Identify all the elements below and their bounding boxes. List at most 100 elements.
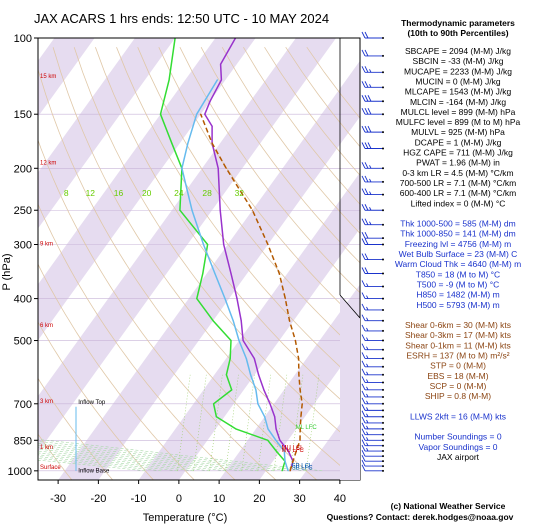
barb-station-dot	[382, 450, 384, 453]
series-point-4	[283, 450, 285, 452]
wind-barb	[361, 125, 384, 134]
wind-barb	[361, 324, 384, 332]
barb-station-dot	[382, 308, 384, 311]
param-line: MULVL = 925 (M-M) hPa	[411, 127, 505, 137]
barb-flag-half	[366, 437, 369, 441]
series-line-1	[204, 38, 294, 472]
param-line: Thk 1000-500 = 585 (M-M) dm	[400, 219, 516, 229]
wind-barb	[361, 428, 384, 436]
barb-flag-half	[366, 400, 369, 404]
barb-station-dot	[382, 373, 384, 376]
barb-flag	[364, 253, 369, 260]
param-line: JAX airport	[437, 452, 480, 462]
annotation-label: Inflow Base	[78, 469, 110, 475]
moist-adiabat	[38, 452, 210, 472]
mixing-ratio-label: 28	[202, 188, 212, 198]
wind-barb	[361, 360, 384, 368]
wind-barb	[361, 343, 384, 351]
wind-barb	[361, 376, 384, 384]
series-point-1	[211, 125, 213, 127]
x-tick-label: 0	[176, 493, 182, 505]
series-point-3	[267, 243, 269, 246]
barb-flag	[361, 376, 366, 383]
barb-flag	[364, 204, 369, 211]
barb-station-dot	[382, 339, 384, 342]
barb-flag	[361, 449, 366, 457]
barb-station-dot	[382, 131, 384, 134]
annotation-label: MU LFC	[282, 448, 305, 454]
series-point-3	[289, 470, 291, 472]
x-axis: -30 -20 -10 0 10 20 30 40	[50, 480, 346, 505]
barb-flag	[364, 95, 369, 102]
series-point-1	[279, 439, 281, 441]
series-point-4	[214, 272, 216, 275]
plot-clip	[38, 38, 360, 480]
barb-flag	[361, 95, 366, 102]
barb-flag-half	[366, 306, 369, 311]
series-point-4	[267, 428, 269, 430]
barb-flag	[361, 108, 366, 115]
barb-flag	[361, 303, 366, 311]
barb-flag	[364, 188, 369, 195]
barb-station-dot	[382, 100, 384, 103]
wind-barb	[361, 459, 384, 468]
barb-flag	[361, 81, 366, 88]
barb-flag-half	[366, 317, 369, 321]
annotation-label: SB LFC	[292, 465, 314, 471]
series-point-3	[298, 374, 300, 376]
moist-adiabat	[38, 439, 323, 472]
barb-shading	[340, 295, 360, 480]
barb-station-dot	[382, 147, 384, 150]
series-point-3	[225, 167, 227, 169]
y-tick-label: 1000	[8, 466, 32, 478]
mixing-ratio-line	[241, 374, 255, 471]
wind-barbs	[339, 31, 384, 480]
barb-flag	[364, 108, 369, 115]
barb-flag	[364, 175, 369, 183]
mixing-ratio-line	[289, 374, 304, 471]
barb-flag-half	[366, 346, 369, 350]
barb-station-dot	[382, 415, 384, 418]
series-point-4	[264, 416, 266, 418]
barb-flag	[361, 343, 366, 350]
temperature-band	[58, 60, 360, 480]
barb-station-dot	[382, 381, 384, 384]
wind-barb	[361, 66, 384, 74]
wind-barb	[361, 253, 384, 261]
mixing-ratio-line	[177, 374, 191, 471]
wind-barb	[361, 444, 384, 453]
wind-barb	[361, 188, 384, 196]
barb-flag	[361, 383, 366, 391]
barb-flag	[361, 459, 366, 467]
series-point-4	[238, 339, 240, 342]
footer-credit: (c) National Weather Service	[391, 501, 506, 511]
y-tick-label: 400	[14, 294, 32, 306]
y-tick-label: 150	[14, 109, 32, 121]
wind-barb	[361, 267, 384, 275]
barb-station-dot	[382, 297, 384, 300]
mixing-ratio-line	[209, 374, 223, 471]
barb-flag-half	[366, 425, 369, 430]
barb-station-dot	[382, 37, 384, 39]
barb-flag	[361, 218, 366, 225]
series-point-1	[258, 374, 260, 376]
y-tick-label: 250	[14, 205, 32, 217]
barb-flag	[361, 253, 366, 260]
barb-flag-half	[366, 413, 369, 417]
barb-flag	[361, 314, 366, 321]
series-point-2	[168, 79, 170, 81]
barb-flag	[361, 267, 366, 274]
barb-station-dot	[382, 402, 384, 405]
series-point-3	[278, 272, 280, 275]
temperature-band	[138, 172, 360, 480]
series-point-2	[231, 389, 233, 391]
wind-barb	[361, 314, 384, 322]
temperature-band	[38, 38, 95, 117]
barb-station-dot	[382, 365, 384, 368]
series-point-1	[219, 209, 221, 211]
series-point-4	[187, 142, 189, 144]
barb-station-dot	[382, 113, 384, 116]
series-point-1	[217, 167, 219, 169]
mixing-ratio-line	[273, 374, 288, 471]
